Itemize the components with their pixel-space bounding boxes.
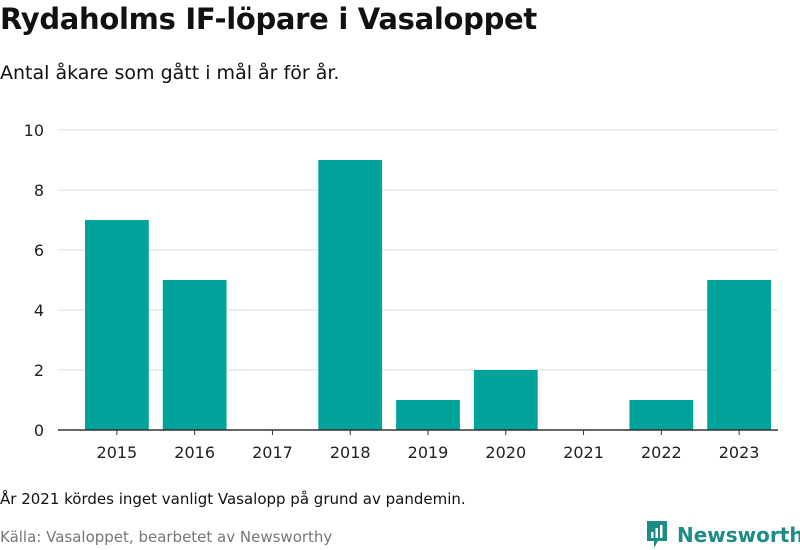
y-tick-label: 8	[34, 181, 44, 200]
x-tick-label: 2015	[97, 443, 138, 462]
y-tick-label: 0	[34, 421, 44, 440]
x-tick-label: 2023	[719, 443, 760, 462]
y-tick-label: 4	[34, 301, 44, 320]
newsworthy-chart-icon	[647, 521, 667, 548]
x-tick-label: 2017	[252, 443, 293, 462]
x-tick-label: 2016	[174, 443, 215, 462]
source-text: Källa: Vasaloppet, bearbetet av Newswort…	[0, 528, 333, 546]
chart-subtitle: Antal åkare som gått i mål år för år.	[0, 62, 340, 84]
x-tick-label: 2022	[641, 443, 682, 462]
bar-2015	[85, 220, 149, 430]
bar-2020	[473, 370, 538, 430]
x-tick-label: 2019	[408, 443, 449, 462]
y-tick-label: 10	[24, 121, 44, 140]
bar-2019	[396, 400, 460, 430]
y-tick-label: 6	[34, 241, 44, 260]
bar-2016	[162, 280, 227, 430]
bar-chart: 0 2 4 6 8 10 2015 2016 2017 2018 2019 2020 2021 2022…	[24, 121, 778, 462]
footnote: År 2021 kördes inget vanligt Vasalopp på…	[0, 490, 466, 508]
bars	[85, 160, 771, 430]
bar-2018	[318, 160, 383, 430]
x-tick-label: 2018	[330, 443, 371, 462]
bar-2023	[707, 280, 771, 430]
bar-2022	[629, 400, 694, 430]
x-axis-ticks: 2015 2016 2017 2018 2019 2020 2021 2022 2023	[97, 430, 760, 462]
y-tick-label: 2	[34, 361, 44, 380]
brand-logo: Newsworthy	[645, 519, 800, 550]
x-tick-label: 2021	[563, 443, 604, 462]
chart-title: Rydaholms IF-löpare i Vasaloppet	[0, 2, 537, 36]
y-axis-ticks: 0 2 4 6 8 10	[24, 121, 44, 440]
x-tick-label: 2020	[485, 443, 526, 462]
brand-name: Newsworthy	[677, 522, 800, 547]
